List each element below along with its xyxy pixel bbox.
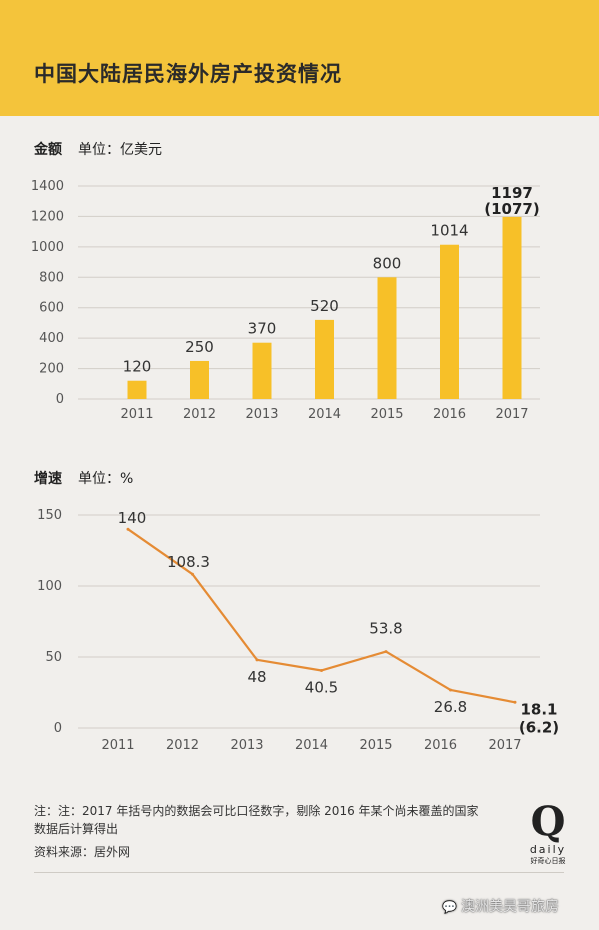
bar-value-label: 120 <box>123 358 152 376</box>
bar-xtick-label: 2011 <box>120 407 153 422</box>
bar-ytick-label: 200 <box>39 362 64 377</box>
bar-ytick-label: 800 <box>39 270 64 285</box>
line-xtick-label: 2017 <box>488 738 521 753</box>
logo-mark: Q <box>530 798 566 845</box>
line-value-label: 53.8 <box>369 620 402 638</box>
footnote-line-2: 数据后计算得出 <box>34 822 119 836</box>
line-xtick-label: 2013 <box>230 738 263 753</box>
bar-section-heading: 金额 单位：亿美元 <box>34 139 162 159</box>
bar-value-label: 520 <box>310 297 339 315</box>
line-value-label: 40.5 <box>305 678 338 696</box>
line-ytick-label: 50 <box>45 650 62 665</box>
bar-value-label: 1014 <box>430 222 468 240</box>
bar-value-label: 800 <box>373 254 402 272</box>
bar-value-label: 1197 <box>491 184 533 202</box>
line-value-label: 108.3 <box>167 553 210 571</box>
bar-value-label: 250 <box>185 338 214 356</box>
bar <box>377 277 397 399</box>
logo-word: daily <box>529 843 567 856</box>
line-xtick-label: 2016 <box>424 738 457 753</box>
source-note: 资料来源：居外网 <box>34 845 131 859</box>
bar-ytick-label: 600 <box>39 301 64 316</box>
line-point <box>320 668 323 672</box>
bar-extra-label: (1077) <box>484 200 539 218</box>
line-point <box>513 700 517 704</box>
watermark: 💬 澳洲美昊哥旅房 <box>442 896 559 916</box>
line-extra-label: (6.2) <box>519 718 559 736</box>
bar <box>315 319 334 399</box>
bar-xtick-label: 2012 <box>183 407 216 422</box>
line-point <box>191 572 194 576</box>
line-value-label: 140 <box>118 509 147 527</box>
line-value-label: 48 <box>247 668 266 686</box>
bar-ytick-label: 1000 <box>31 240 64 255</box>
bar-xtick-label: 2017 <box>495 407 528 422</box>
line-value-label: 18.1 <box>520 700 557 718</box>
line-point <box>126 527 130 531</box>
footer-divider <box>34 872 564 873</box>
line-xtick-label: 2011 <box>101 738 134 753</box>
footnote-line-1: 注：注：2017 年括号内的数据会可比口径数字，剔除 2016 年某个尚未覆盖的… <box>34 804 479 818</box>
qdaily-logo: Q daily 好奇心日报 <box>527 800 569 866</box>
bar-ytick-label: 0 <box>56 392 64 407</box>
bar-ytick-label: 400 <box>39 331 64 346</box>
bar-xtick-label: 2015 <box>370 407 403 422</box>
line-xtick-label: 2012 <box>166 738 199 753</box>
line-section-heading: 增速 单位：% <box>34 468 133 488</box>
bar-xtick-label: 2013 <box>245 407 278 422</box>
line-point <box>449 688 452 692</box>
line-xtick-label: 2014 <box>295 738 328 753</box>
line-section-unit: 单位：% <box>78 471 134 487</box>
bar-value-label: 370 <box>248 320 277 338</box>
bar-section-label: 金额 <box>34 142 62 158</box>
bar <box>190 360 209 399</box>
watermark-text: 澳洲美昊哥旅房 <box>460 899 559 915</box>
bar-ytick-label: 1400 <box>31 179 64 194</box>
line-ytick-label: 0 <box>54 721 62 736</box>
bar-xtick-label: 2014 <box>308 407 341 422</box>
logo-cn: 好奇心日报 <box>530 857 566 865</box>
bar-ytick-label: 1200 <box>31 209 64 224</box>
line-ytick-label: 100 <box>37 579 62 594</box>
line-point <box>255 658 259 662</box>
bar-section-unit: 单位：亿美元 <box>78 142 162 158</box>
bar <box>502 216 522 399</box>
line-point <box>384 650 388 654</box>
bar <box>127 380 147 399</box>
bar-xtick-label: 2016 <box>433 407 466 422</box>
line-xtick-label: 2015 <box>359 738 392 753</box>
line-section-label: 增速 <box>34 471 62 487</box>
header-banner: 中国大陆居民海外房产投资情况 <box>0 0 599 116</box>
line-value-label: 26.8 <box>434 698 467 716</box>
bar <box>440 244 459 399</box>
bar <box>252 342 272 399</box>
wechat-icon: 💬 <box>442 900 457 914</box>
page-title: 中国大陆居民海外房产投资情况 <box>34 62 342 86</box>
line-ytick-label: 150 <box>37 508 62 523</box>
